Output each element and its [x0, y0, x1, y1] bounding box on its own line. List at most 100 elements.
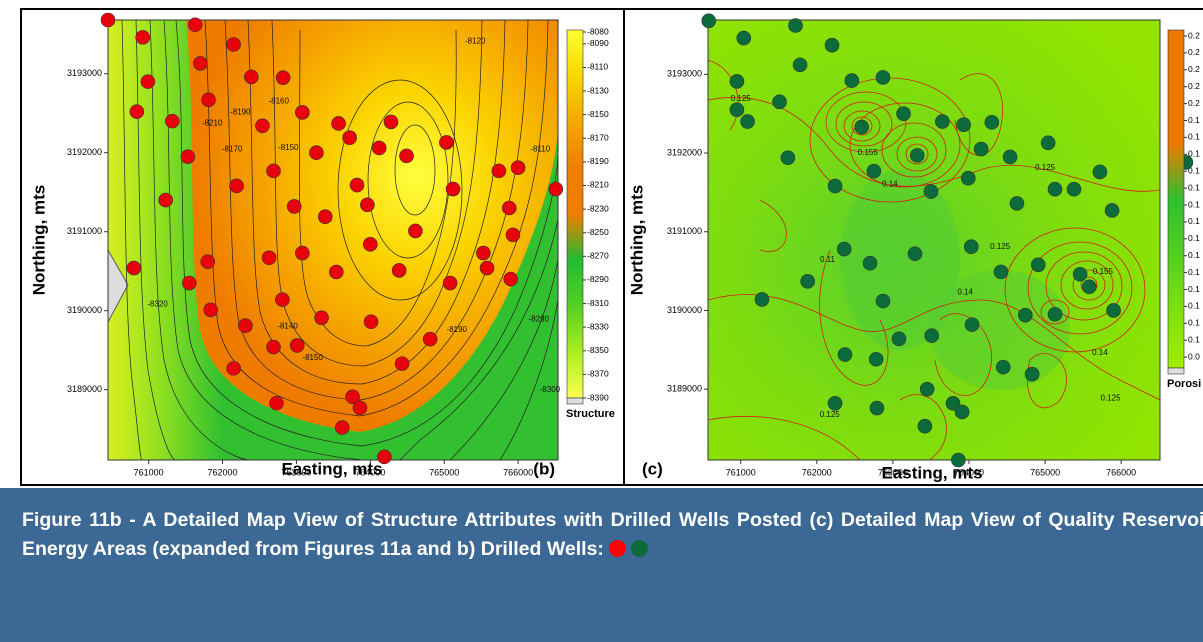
colorbar-label: 0.1	[1188, 301, 1200, 311]
well	[501, 200, 517, 216]
colorbar-label: -8370	[587, 369, 609, 379]
well	[352, 400, 368, 416]
x-tick-label: 764000	[954, 467, 984, 477]
contour-label: 0.125	[1101, 394, 1122, 403]
well	[505, 227, 521, 243]
well	[701, 13, 717, 29]
y-tick-label: 3189000	[667, 384, 702, 394]
x-axis-label: Easting, mts	[881, 463, 982, 482]
well	[1081, 279, 1097, 295]
colorbar-label: 0.1	[1188, 233, 1200, 243]
figure-frame	[20, 8, 1203, 486]
y-tick-label: 3190000	[67, 305, 102, 315]
well	[286, 199, 302, 214]
well	[875, 70, 891, 85]
contour-label: 0.125	[820, 410, 841, 419]
well	[844, 73, 860, 88]
contour-label: 0.14	[1092, 348, 1108, 357]
well	[740, 114, 755, 129]
well	[140, 74, 156, 89]
x-tick-label: 761000	[726, 467, 756, 477]
well	[476, 245, 491, 261]
well	[827, 396, 843, 411]
colorbar-label: 0.1	[1188, 115, 1200, 125]
well	[854, 119, 870, 135]
well	[226, 37, 241, 52]
well	[289, 338, 305, 353]
well	[317, 209, 333, 224]
contour-label: -8190	[447, 325, 468, 334]
panel-label: (b)	[533, 459, 555, 478]
well	[754, 292, 770, 307]
well	[973, 141, 989, 157]
x-tick-label: 762000	[802, 467, 832, 477]
well	[1018, 307, 1033, 323]
well	[129, 104, 145, 119]
colorbar-label: 0.1	[1188, 165, 1200, 175]
well	[1072, 266, 1088, 282]
colorbar-title: Structure	[566, 408, 615, 420]
well	[1030, 257, 1046, 273]
well	[1092, 164, 1108, 180]
well	[909, 148, 925, 163]
well	[229, 178, 244, 194]
well	[951, 452, 966, 468]
well	[371, 140, 387, 156]
colorbar-label: 0.2	[1188, 98, 1200, 108]
contour-label: -8150	[278, 143, 299, 152]
colorbar-label: 0.1	[1188, 267, 1200, 277]
well	[238, 318, 253, 334]
well	[135, 30, 151, 45]
colorbar-label: -8080	[587, 26, 609, 36]
well	[1047, 307, 1063, 322]
well	[923, 184, 939, 199]
colorbar-label: 0.2	[1188, 47, 1200, 57]
colorbar-label: 0.1	[1188, 199, 1200, 209]
well	[193, 56, 208, 71]
colorbar-label: -8270	[587, 251, 609, 261]
y-tick-label: 3189000	[67, 384, 102, 394]
well	[383, 114, 399, 130]
contour-label: 0.11	[820, 255, 836, 264]
contour-label: -8210	[202, 119, 223, 128]
well	[956, 117, 971, 132]
x-tick-label: 766000	[503, 467, 533, 477]
colorbar-label: 0.1	[1188, 216, 1200, 226]
well	[729, 102, 745, 118]
well	[200, 254, 216, 270]
well	[158, 192, 173, 208]
well	[164, 113, 180, 129]
well	[342, 130, 357, 146]
colorbar-label: -8170	[587, 133, 609, 143]
contour-label: 0.125	[731, 94, 752, 103]
well	[824, 37, 840, 53]
well	[964, 317, 980, 332]
well	[360, 197, 375, 213]
y-tick-label: 3193000	[67, 68, 102, 78]
well	[924, 328, 940, 343]
colorbar-label: 0.2	[1188, 30, 1200, 40]
well	[1047, 181, 1063, 197]
well	[780, 150, 796, 166]
well	[1106, 303, 1121, 318]
well	[868, 351, 884, 367]
x-tick-label: 764000	[355, 467, 385, 477]
colorbar-label: 0.1	[1188, 132, 1200, 142]
colorbar-label: 0.1	[1188, 284, 1200, 294]
caption-text: Figure 11b - A Detailed Map View of Stru…	[22, 509, 1203, 560]
well	[869, 400, 885, 416]
well	[800, 274, 815, 289]
well	[503, 271, 519, 287]
well	[445, 181, 461, 197]
well	[408, 223, 423, 239]
colorbar-label: -8330	[587, 321, 609, 331]
porosity-map	[708, 20, 1160, 460]
well	[479, 260, 495, 276]
caption: Figure 11b - A Detailed Map View of Stru…	[22, 506, 1203, 564]
well	[331, 116, 346, 131]
colorbar-label: -8250	[587, 227, 609, 237]
well	[181, 275, 197, 291]
y-tick-label: 3191000	[67, 226, 102, 236]
contour-label: 0.14	[957, 287, 973, 296]
x-tick-label: 763000	[878, 467, 908, 477]
